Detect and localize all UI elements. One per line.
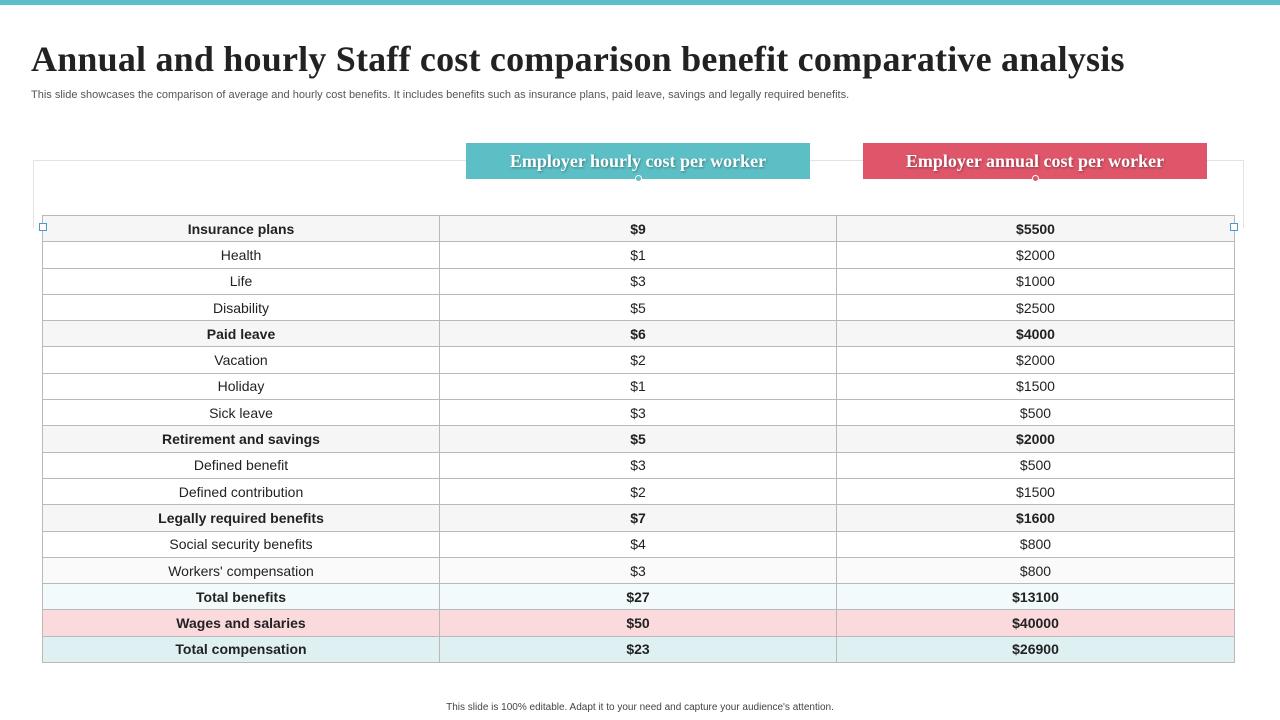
- annual-cost-cell: $2000: [836, 241, 1235, 269]
- table-row: Vacation $2 $2000: [42, 346, 1235, 374]
- table-row: Defined contribution $2 $1500: [42, 477, 1235, 506]
- hourly-cost-cell: $27: [439, 583, 837, 611]
- row-label: Defined contribution: [42, 477, 440, 506]
- table-row: Retirement and savings $5 $2000: [42, 425, 1235, 453]
- table-row: Total benefits $27 $13100: [42, 583, 1235, 611]
- annual-cost-header-label: Employer annual cost per worker: [905, 150, 1165, 171]
- hourly-cost-cell: $3: [439, 399, 837, 427]
- annual-header-connector-dot: [1032, 175, 1039, 182]
- row-label: Total benefits: [42, 583, 440, 611]
- cost-table-body: Insurance plans $9 $5500 Health $1 $2000 Life $…: [42, 214, 1235, 664]
- row-label: Legally required benefits: [42, 504, 440, 532]
- row-label: Workers' compensation: [42, 556, 440, 585]
- table-row: Total compensation $23 $26900: [42, 635, 1235, 664]
- row-label: Insurance plans: [42, 214, 440, 243]
- row-label: Paid leave: [42, 320, 440, 348]
- row-label: Vacation: [42, 346, 440, 374]
- table-row: Wages and salaries $50 $40000: [42, 609, 1235, 637]
- hourly-cost-cell: $5: [439, 293, 837, 322]
- row-label: Life: [42, 267, 440, 295]
- annual-cost-cell: $2000: [836, 346, 1235, 374]
- hourly-cost-cell: $23: [439, 635, 837, 664]
- row-label: Disability: [42, 293, 440, 322]
- annual-cost-cell: $1500: [836, 477, 1235, 506]
- cost-comparison-table: Insurance plans $9 $5500 Health $1 $2000 Life $…: [42, 214, 1235, 664]
- hourly-cost-cell: $6: [439, 320, 837, 348]
- selection-handle-left[interactable]: [39, 223, 47, 231]
- row-label: Social security benefits: [42, 530, 440, 558]
- hourly-cost-cell: $1: [439, 241, 837, 269]
- hourly-header-connector-dot: [635, 175, 642, 182]
- hourly-cost-cell: $5: [439, 425, 837, 453]
- table-row: Insurance plans $9 $5500: [42, 214, 1235, 243]
- table-row: Workers' compensation $3 $800: [42, 556, 1235, 585]
- footer-note: This slide is 100% editable. Adapt it to…: [446, 702, 834, 713]
- hourly-cost-cell: $2: [439, 477, 837, 506]
- annual-cost-cell: $1000: [836, 267, 1235, 295]
- row-label: Wages and salaries: [42, 609, 440, 637]
- table-row: Health $1 $2000: [42, 241, 1235, 269]
- annual-cost-header: Employer annual cost per worker: [863, 143, 1207, 182]
- annual-cost-cell: $26900: [836, 635, 1235, 664]
- hourly-cost-header: Employer hourly cost per worker: [466, 143, 810, 182]
- hourly-cost-cell: $3: [439, 556, 837, 585]
- annual-cost-cell: $800: [836, 556, 1235, 585]
- annual-cost-cell: $800: [836, 530, 1235, 558]
- annual-cost-cell: $4000: [836, 320, 1235, 348]
- table-row: Social security benefits $4 $800: [42, 530, 1235, 558]
- row-label: Total compensation: [42, 635, 440, 664]
- annual-cost-cell: $2500: [836, 293, 1235, 322]
- row-label: Defined benefit: [42, 451, 440, 479]
- table-row: Life $3 $1000: [42, 267, 1235, 295]
- annual-cost-cell: $5500: [836, 214, 1235, 243]
- annual-cost-cell: $13100: [836, 583, 1235, 611]
- table-row: Legally required benefits $7 $1600: [42, 504, 1235, 532]
- annual-cost-cell: $1600: [836, 504, 1235, 532]
- annual-cost-cell: $40000: [836, 609, 1235, 637]
- annual-cost-cell: $1500: [836, 372, 1235, 401]
- top-accent-bar: [0, 0, 1280, 5]
- row-label: Retirement and savings: [42, 425, 440, 453]
- hourly-cost-cell: $1: [439, 372, 837, 401]
- annual-cost-cell: $500: [836, 399, 1235, 427]
- hourly-cost-header-label: Employer hourly cost per worker: [509, 150, 767, 171]
- page-subtitle: This slide showcases the comparison of a…: [31, 89, 850, 101]
- row-label: Health: [42, 241, 440, 269]
- hourly-cost-cell: $3: [439, 451, 837, 479]
- table-row: Holiday $1 $1500: [42, 372, 1235, 401]
- hourly-cost-cell: $3: [439, 267, 837, 295]
- table-row: Sick leave $3 $500: [42, 399, 1235, 427]
- table-row: Disability $5 $2500: [42, 293, 1235, 322]
- row-label: Holiday: [42, 372, 440, 401]
- hourly-cost-cell: $7: [439, 504, 837, 532]
- selection-handle-right[interactable]: [1230, 223, 1238, 231]
- table-row: Paid leave $6 $4000: [42, 320, 1235, 348]
- hourly-cost-cell: $9: [439, 214, 837, 243]
- hourly-cost-cell: $2: [439, 346, 837, 374]
- annual-cost-cell: $2000: [836, 425, 1235, 453]
- page-title: Annual and hourly Staff cost comparison …: [31, 39, 1125, 79]
- hourly-cost-cell: $50: [439, 609, 837, 637]
- annual-cost-cell: $500: [836, 451, 1235, 479]
- hourly-cost-cell: $4: [439, 530, 837, 558]
- table-row: Defined benefit $3 $500: [42, 451, 1235, 479]
- row-label: Sick leave: [42, 399, 440, 427]
